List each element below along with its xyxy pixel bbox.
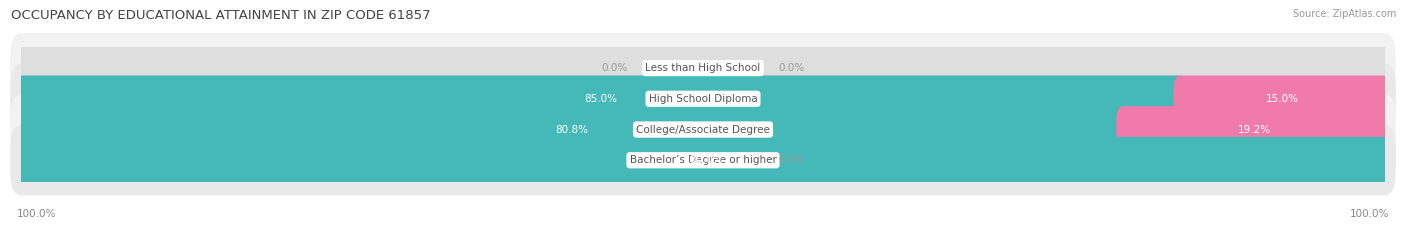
FancyBboxPatch shape [14, 106, 1392, 153]
FancyBboxPatch shape [14, 45, 1392, 91]
FancyBboxPatch shape [10, 64, 1396, 134]
Text: 80.8%: 80.8% [555, 124, 589, 134]
Text: 100.0%: 100.0% [683, 155, 723, 165]
Text: Source: ZipAtlas.com: Source: ZipAtlas.com [1292, 9, 1396, 19]
Text: 19.2%: 19.2% [1237, 124, 1271, 134]
Text: 0.0%: 0.0% [602, 63, 628, 73]
FancyBboxPatch shape [10, 33, 1396, 103]
Text: 15.0%: 15.0% [1267, 94, 1299, 104]
FancyBboxPatch shape [14, 106, 1130, 153]
FancyBboxPatch shape [14, 75, 1392, 122]
Text: 0.0%: 0.0% [778, 155, 804, 165]
Text: Less than High School: Less than High School [645, 63, 761, 73]
FancyBboxPatch shape [10, 125, 1396, 195]
Text: 100.0%: 100.0% [1350, 209, 1389, 219]
Text: 85.0%: 85.0% [585, 94, 617, 104]
Text: 0.0%: 0.0% [778, 63, 804, 73]
FancyBboxPatch shape [14, 137, 1392, 184]
FancyBboxPatch shape [14, 137, 1392, 184]
Text: College/Associate Degree: College/Associate Degree [636, 124, 770, 134]
FancyBboxPatch shape [10, 95, 1396, 164]
FancyBboxPatch shape [1116, 106, 1392, 153]
FancyBboxPatch shape [1174, 75, 1392, 122]
Legend: Owner-occupied, Renter-occupied: Owner-occupied, Renter-occupied [589, 232, 817, 233]
Text: High School Diploma: High School Diploma [648, 94, 758, 104]
FancyBboxPatch shape [14, 75, 1187, 122]
Text: OCCUPANCY BY EDUCATIONAL ATTAINMENT IN ZIP CODE 61857: OCCUPANCY BY EDUCATIONAL ATTAINMENT IN Z… [11, 9, 430, 22]
Text: 100.0%: 100.0% [17, 209, 56, 219]
Text: Bachelor’s Degree or higher: Bachelor’s Degree or higher [630, 155, 776, 165]
